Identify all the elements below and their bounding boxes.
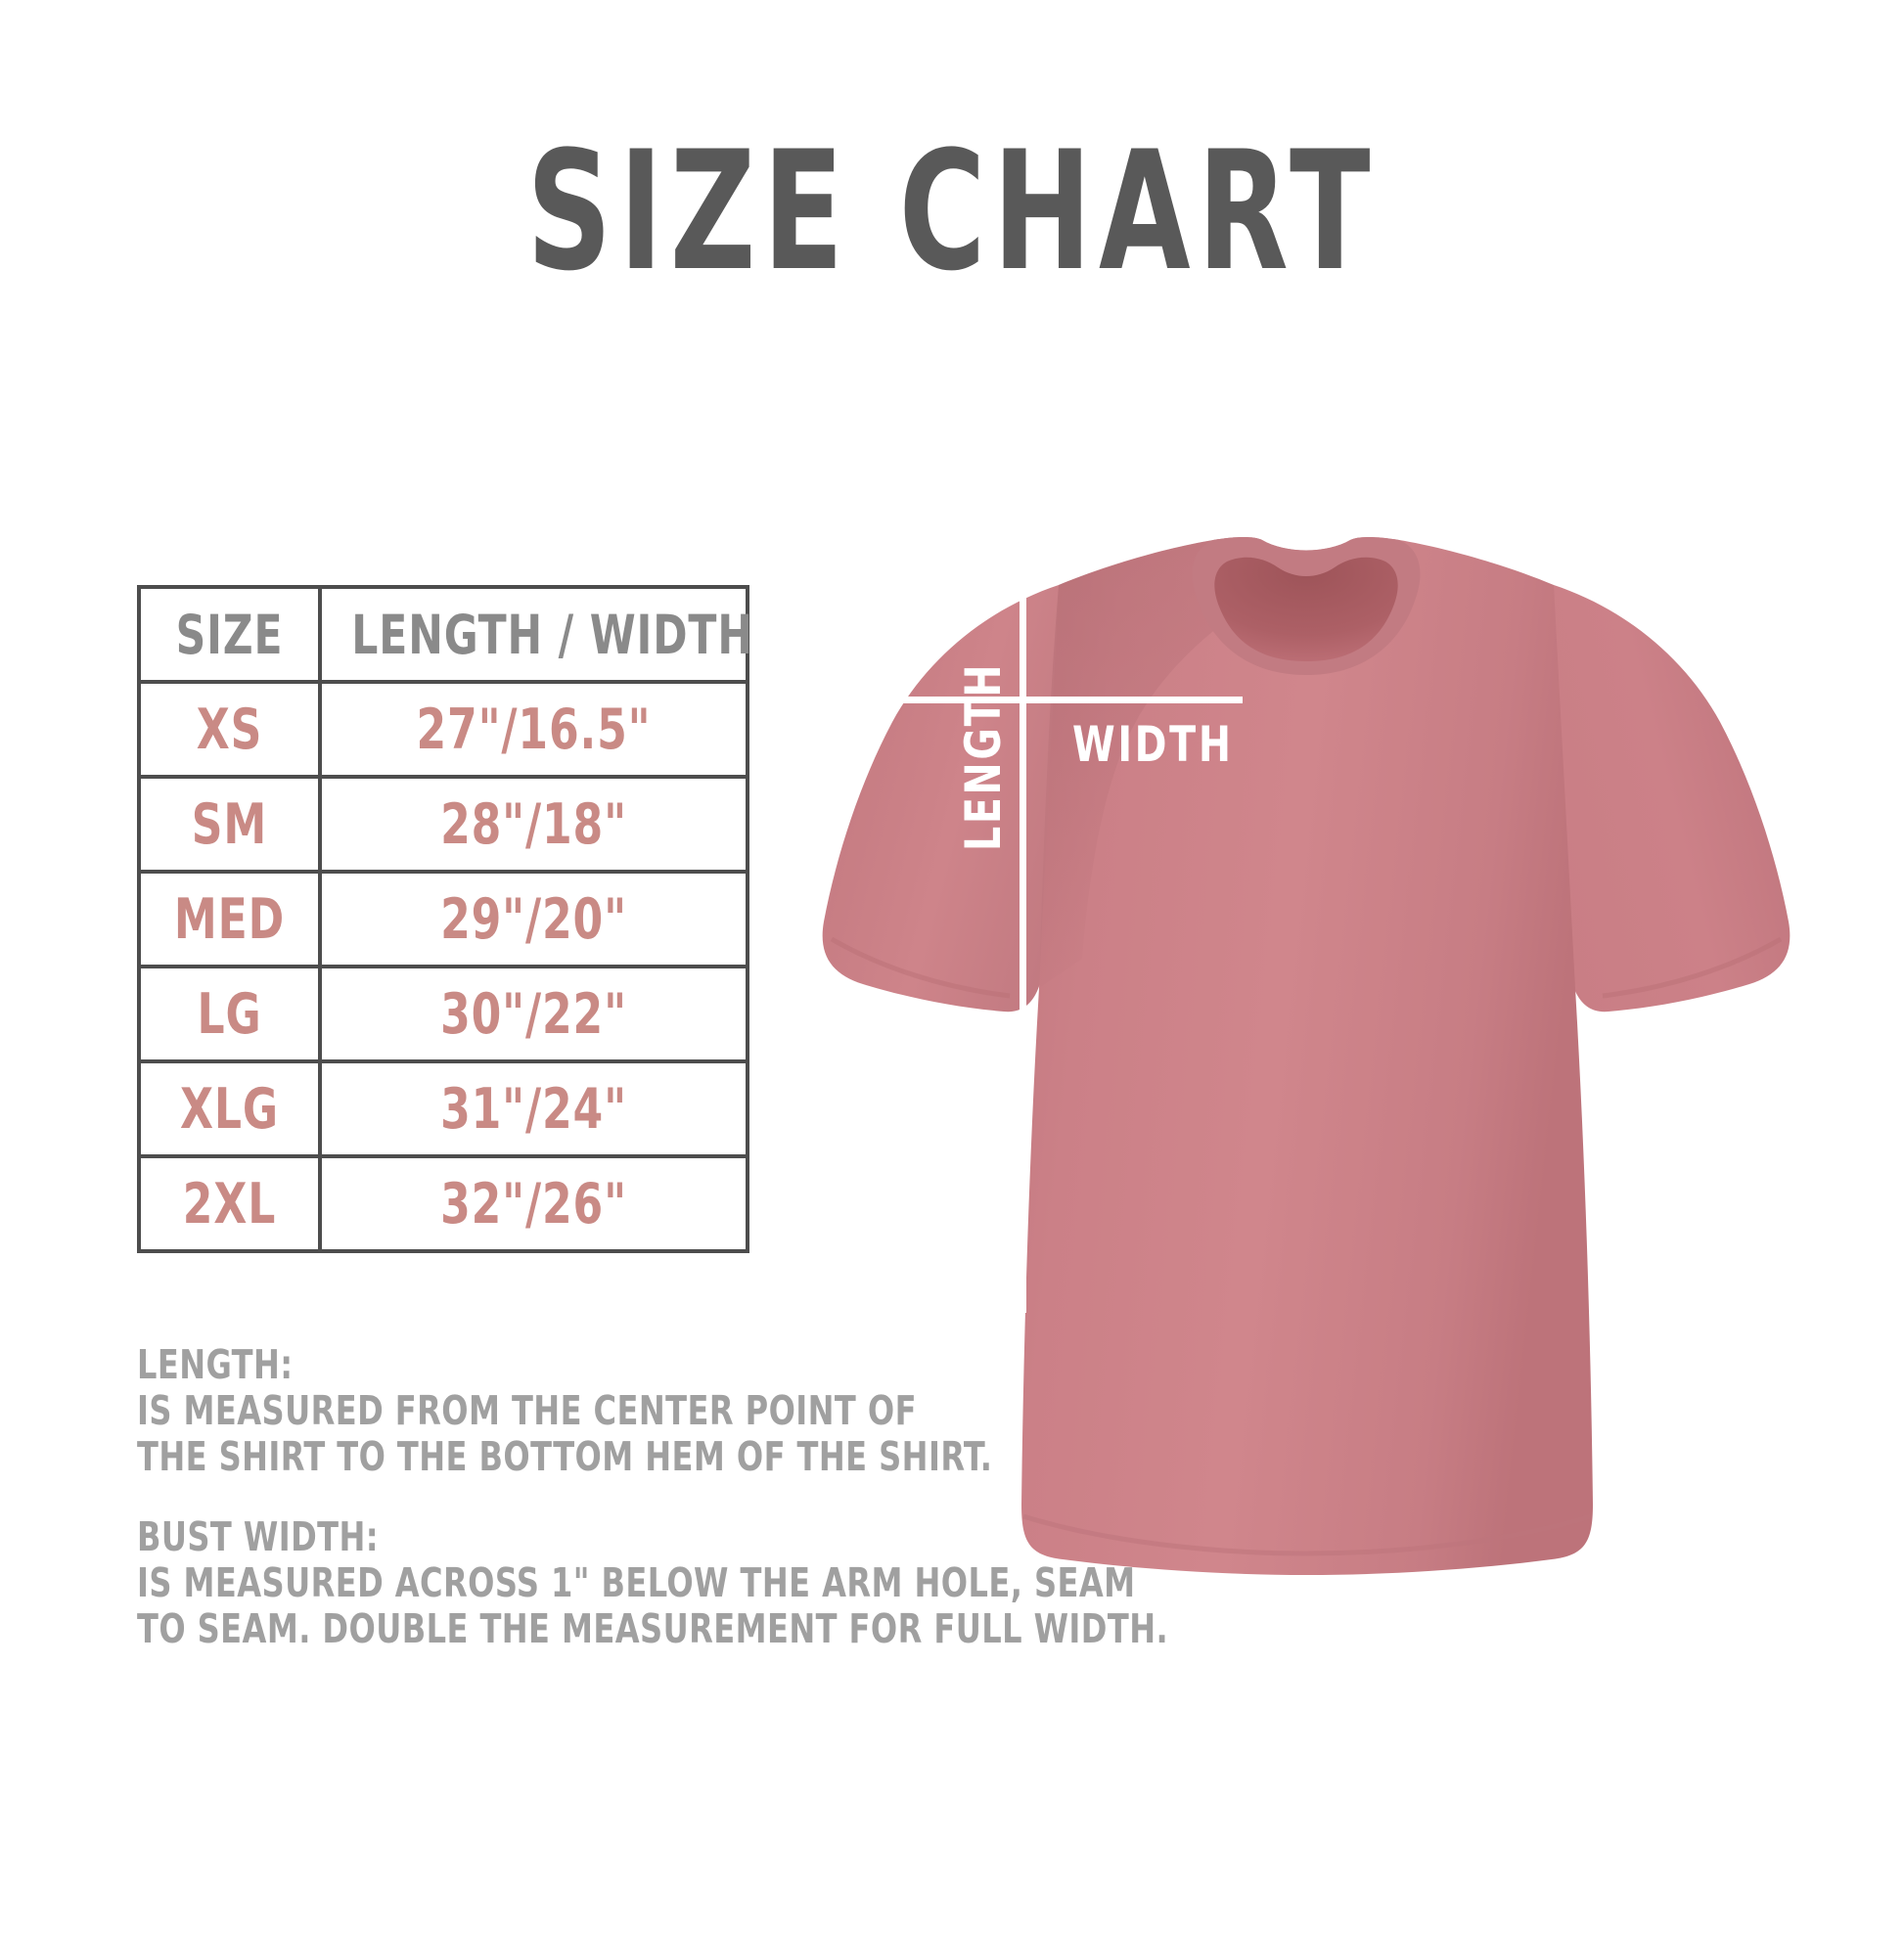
length-measurement-label: LENGTH	[955, 661, 1012, 851]
table-header-size-label: SIZE	[175, 603, 284, 666]
width-measurement-line	[832, 697, 1243, 703]
size-label-med: MED	[173, 886, 286, 952]
tshirt-hem	[1022, 1513, 1592, 1556]
table-row: MED 29"/20"	[137, 870, 749, 968]
table-cell-value: 30"/22"	[318, 965, 749, 1063]
size-label-sm: SM	[191, 791, 268, 857]
table-cell-size: XLG	[137, 1059, 322, 1158]
tshirt-body	[1021, 537, 1593, 1575]
table-row: XS 27"/16.5"	[137, 680, 749, 779]
tshirt-neck-opening	[1214, 557, 1398, 661]
tshirt-shoulder-shadow	[1039, 537, 1262, 988]
length-note: LENGTH: IS MEASURED FROM THE CENTER POIN…	[137, 1342, 1120, 1480]
bust-width-note: BUST WIDTH: IS MEASURED ACROSS 1" BELOW …	[137, 1514, 1323, 1652]
tshirt-left-sleeve	[822, 585, 1096, 1012]
table-cell-size: LG	[137, 965, 322, 1063]
size-label-2xl: 2XL	[182, 1171, 277, 1237]
size-label-xlg: XLG	[180, 1076, 279, 1142]
table-row: SM 28"/18"	[137, 775, 749, 874]
tshirt-right-sleeve-hem	[1602, 936, 1783, 999]
page-title: SIZE CHART	[526, 115, 1378, 307]
bust-note-line-1: IS MEASURED ACROSS 1" BELOW THE ARM HOLE…	[137, 1559, 1136, 1606]
size-value-sm: 28"/18"	[440, 791, 627, 857]
table-header-length-width: LENGTH / WIDTH	[318, 585, 753, 684]
size-table: SIZE LENGTH / WIDTH XS 27"/16.5" SM	[137, 585, 753, 1253]
bust-note-line-2: TO SEAM. DOUBLE THE MEASUREMENT FOR FULL…	[137, 1605, 1169, 1652]
tshirt-illustration: WIDTH LENGTH	[802, 479, 1810, 1692]
table-header-size: SIZE	[137, 585, 322, 684]
size-value-xlg: 31"/24"	[440, 1076, 627, 1142]
size-value-lg: 30"/22"	[440, 981, 627, 1047]
table-cell-size: MED	[137, 870, 322, 968]
width-measurement-label: WIDTH	[1072, 716, 1234, 773]
size-value-2xl: 32"/26"	[440, 1171, 627, 1237]
size-value-xs: 27"/16.5"	[416, 697, 652, 762]
size-label-lg: LG	[197, 981, 262, 1047]
table-header-length-width-label: LENGTH / WIDTH	[351, 603, 753, 666]
size-label-xs: XS	[196, 697, 263, 762]
tshirt-right-sleeve	[1517, 585, 1791, 1012]
table-cell-size: SM	[137, 775, 322, 874]
table-row: 2XL 32"/26"	[137, 1154, 749, 1253]
bust-note-heading: BUST WIDTH:	[137, 1513, 380, 1560]
table-cell-value: 28"/18"	[318, 775, 749, 874]
table-cell-value: 27"/16.5"	[318, 680, 749, 779]
table-cell-size: XS	[137, 680, 322, 779]
tshirt-left-sleeve-hem	[830, 936, 1011, 999]
tshirt-icon	[822, 537, 1791, 1575]
table-cell-value: 31"/24"	[318, 1059, 749, 1158]
length-measurement-line	[1020, 501, 1026, 1313]
size-value-med: 29"/20"	[440, 886, 627, 952]
length-note-line-2: THE SHIRT TO THE BOTTOM HEM OF THE SHIRT…	[137, 1433, 993, 1480]
table-cell-value: 32"/26"	[318, 1154, 749, 1253]
length-note-heading: LENGTH:	[137, 1341, 294, 1388]
table-row: XLG 31"/24"	[137, 1059, 749, 1158]
table-cell-value: 29"/20"	[318, 870, 749, 968]
table-header-row: SIZE LENGTH / WIDTH	[137, 585, 753, 684]
length-note-line-1: IS MEASURED FROM THE CENTER POINT OF	[137, 1387, 917, 1434]
table-row: LG 30"/22"	[137, 965, 749, 1063]
table-cell-size: 2XL	[137, 1154, 322, 1253]
